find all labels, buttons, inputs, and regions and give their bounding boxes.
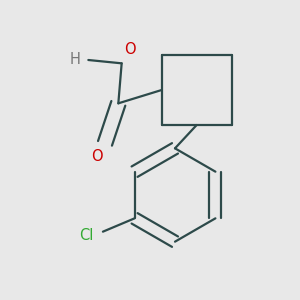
Text: Cl: Cl [79, 227, 93, 242]
Text: O: O [91, 149, 103, 164]
Text: O: O [124, 43, 136, 58]
Text: H: H [70, 52, 80, 68]
